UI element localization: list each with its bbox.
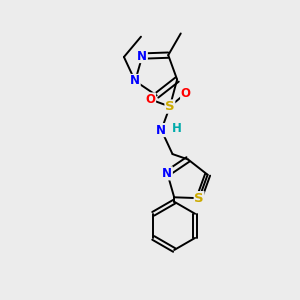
Text: O: O bbox=[181, 87, 191, 100]
Text: N: N bbox=[137, 50, 147, 62]
Text: S: S bbox=[165, 100, 175, 113]
Text: N: N bbox=[162, 167, 172, 180]
Text: S: S bbox=[194, 192, 204, 205]
Text: N: N bbox=[130, 74, 140, 88]
Text: N: N bbox=[156, 124, 166, 136]
Text: O: O bbox=[146, 93, 155, 106]
Text: H: H bbox=[172, 122, 182, 135]
